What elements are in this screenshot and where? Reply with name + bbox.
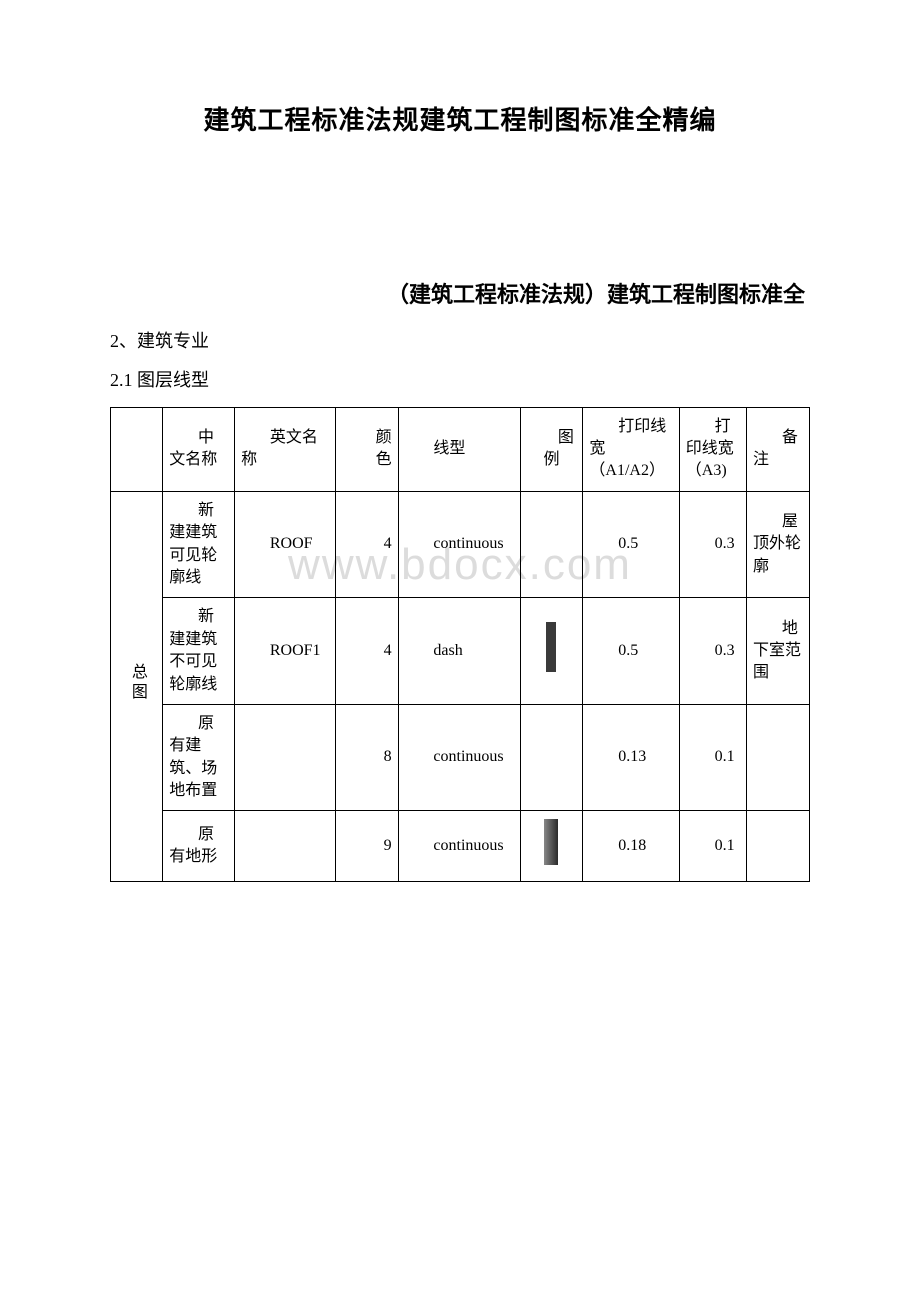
cell-linetype: continuous bbox=[398, 491, 520, 598]
header-cn-name: 中文名称 bbox=[163, 407, 235, 491]
cell-linetype: continuous bbox=[398, 704, 520, 811]
header-color: 颜色 bbox=[335, 407, 398, 491]
cell-width-a3: 0.1 bbox=[679, 704, 746, 811]
table-row: 新建建筑不可见轮廓线 ROOF1 4 dash 0.5 0.3 地下室范围 bbox=[111, 598, 810, 705]
cell-width-a1a2: 0.13 bbox=[583, 704, 679, 811]
main-title: 建筑工程标准法规建筑工程制图标准全精编 bbox=[110, 100, 810, 137]
cell-example bbox=[520, 491, 583, 598]
cell-cn-name: 新建建筑可见轮廓线 bbox=[163, 491, 235, 598]
header-width-a1a2: 打印线宽（A1/A2） bbox=[583, 407, 679, 491]
cell-note: 屋顶外轮廓 bbox=[747, 491, 810, 598]
cell-width-a3: 0.3 bbox=[679, 598, 746, 705]
cell-color: 4 bbox=[335, 491, 398, 598]
cell-width-a1a2: 0.5 bbox=[583, 598, 679, 705]
table-row: 原有建筑、场地布置 8 continuous 0.13 0.1 bbox=[111, 704, 810, 811]
cell-note bbox=[747, 811, 810, 881]
line-example-icon bbox=[546, 622, 556, 672]
section-2-1: 2.1 图层线型 bbox=[110, 366, 810, 395]
cell-example bbox=[520, 598, 583, 705]
cell-color: 9 bbox=[335, 811, 398, 881]
cell-note: 地下室范围 bbox=[747, 598, 810, 705]
cell-en-name bbox=[235, 811, 336, 881]
sub-title: （建筑工程标准法规）建筑工程制图标准全 bbox=[110, 277, 810, 309]
cell-cn-name: 新建建筑不可见轮廓线 bbox=[163, 598, 235, 705]
cell-example bbox=[520, 704, 583, 811]
cell-linetype: continuous bbox=[398, 811, 520, 881]
cell-en-name: ROOF bbox=[235, 491, 336, 598]
cell-linetype: dash bbox=[398, 598, 520, 705]
header-en-name: 英文名称 bbox=[235, 407, 336, 491]
header-note: 备注 bbox=[747, 407, 810, 491]
header-width-a3: 打印线宽（A3) bbox=[679, 407, 746, 491]
cell-note bbox=[747, 704, 810, 811]
cell-cn-name: 原有建筑、场地布置 bbox=[163, 704, 235, 811]
cell-color: 4 bbox=[335, 598, 398, 705]
cell-cn-name: 原有地形 bbox=[163, 811, 235, 881]
cell-width-a3: 0.3 bbox=[679, 491, 746, 598]
cell-en-name bbox=[235, 704, 336, 811]
cell-width-a1a2: 0.18 bbox=[583, 811, 679, 881]
table-header-row: 中文名称 英文名称 颜色 线型 图例 打印线宽（A1/A2） 打印线宽（A3) … bbox=[111, 407, 810, 491]
cell-en-name: ROOF1 bbox=[235, 598, 336, 705]
category-cell: 总图 bbox=[111, 491, 163, 881]
table-row: 总图 新建建筑可见轮廓线 ROOF 4 continuous 0.5 0.3 屋… bbox=[111, 491, 810, 598]
category-label: 总图 bbox=[125, 663, 147, 703]
table-row: 原有地形 9 continuous 0.18 0.1 bbox=[111, 811, 810, 881]
header-linetype: 线型 bbox=[398, 407, 520, 491]
line-example-icon bbox=[544, 819, 558, 865]
cell-example bbox=[520, 811, 583, 881]
layer-linetype-table: 中文名称 英文名称 颜色 线型 图例 打印线宽（A1/A2） 打印线宽（A3) … bbox=[110, 407, 810, 882]
cell-width-a1a2: 0.5 bbox=[583, 491, 679, 598]
header-example: 图例 bbox=[520, 407, 583, 491]
section-2: 2、建筑专业 bbox=[110, 327, 810, 356]
cell-width-a3: 0.1 bbox=[679, 811, 746, 881]
cell-color: 8 bbox=[335, 704, 398, 811]
